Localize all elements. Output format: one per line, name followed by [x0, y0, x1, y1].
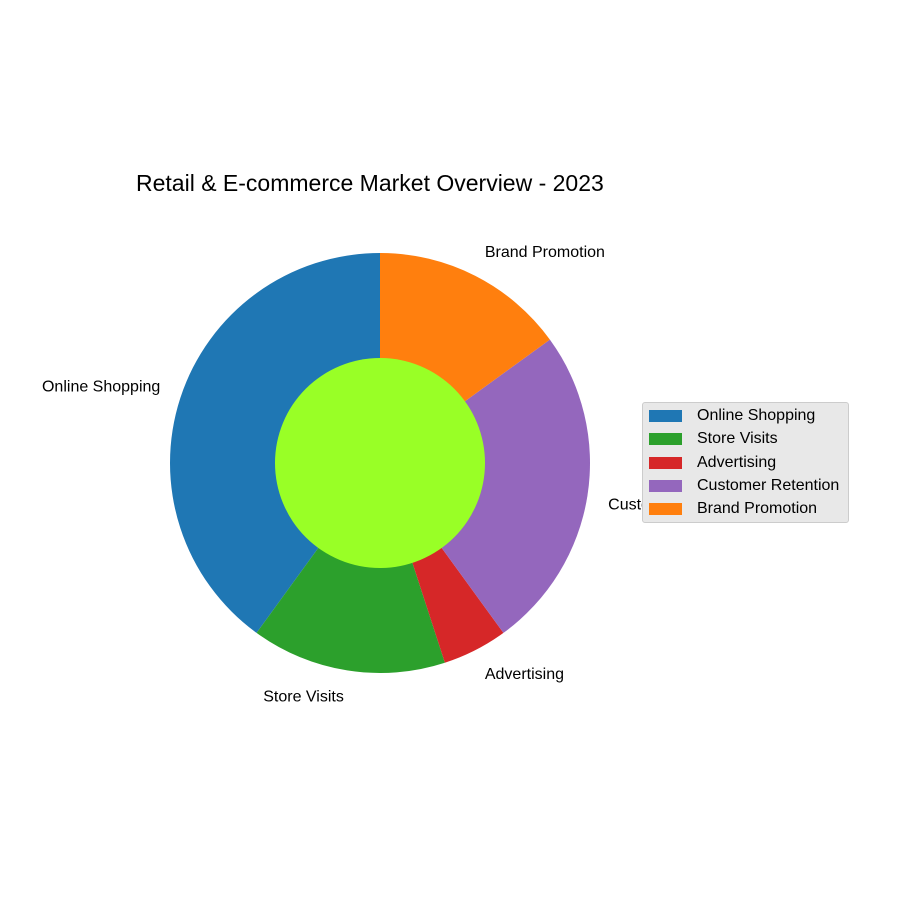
legend-item-brand-promotion: Brand Promotion	[649, 499, 817, 519]
slice-label-online-shopping: Online Shopping	[42, 379, 160, 396]
legend-swatch	[649, 503, 682, 515]
legend-label: Online Shopping	[697, 407, 815, 425]
legend-item-customer-retention: Customer Retention	[649, 476, 839, 496]
legend-label: Store Visits	[697, 430, 778, 448]
legend-item-store-visits: Store Visits	[649, 429, 778, 449]
legend-swatch	[649, 457, 682, 469]
legend-label: Advertising	[697, 454, 776, 472]
legend-item-online-shopping: Online Shopping	[649, 406, 815, 426]
legend-swatch	[649, 433, 682, 445]
slice-label-brand-promotion: Brand Promotion	[485, 244, 605, 261]
legend-item-advertising: Advertising	[649, 453, 776, 473]
legend: Online Shopping Store Visits Advertising…	[642, 402, 849, 523]
legend-label: Customer Retention	[697, 477, 839, 495]
legend-swatch	[649, 410, 682, 422]
donut-center	[275, 358, 485, 568]
legend-swatch	[649, 480, 682, 492]
legend-label: Brand Promotion	[697, 500, 817, 518]
slice-label-store-visits: Store Visits	[263, 689, 344, 706]
slice-label-advertising: Advertising	[485, 666, 564, 683]
